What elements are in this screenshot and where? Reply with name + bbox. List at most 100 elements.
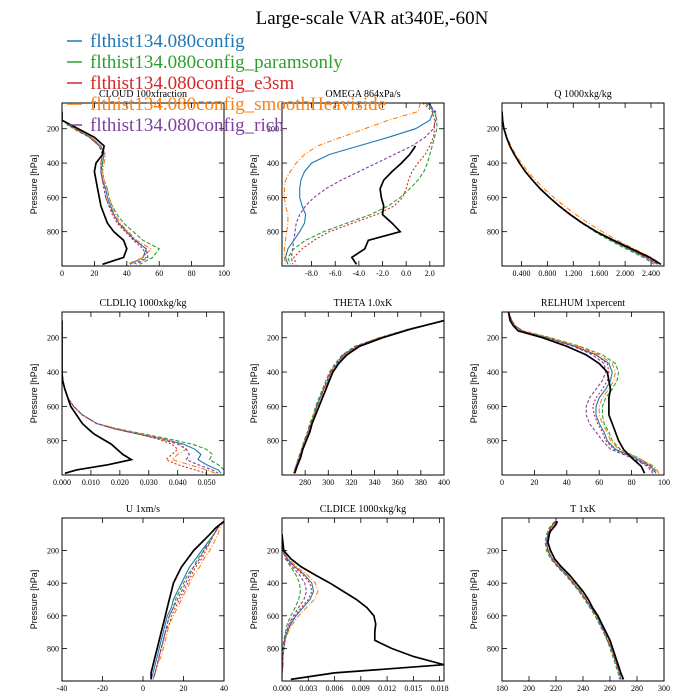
panel-cloud-title: CLOUD 100xfraction xyxy=(99,89,187,100)
panel-t-line-flthist134-080config xyxy=(545,520,622,680)
panel-t-line-obs xyxy=(547,520,625,680)
panel-cldliq-title: CLDLIQ 1000xkg/kg xyxy=(100,298,187,309)
panel-q-ytick-label: 400 xyxy=(487,159,499,168)
panel-q: 0.400 0.800 1.200 1.600 2.000 2.400 200 400 600 8… xyxy=(469,89,665,278)
panel-theta-xtick-label: 400 xyxy=(438,478,450,487)
panel-omega-ytick-label: 800 xyxy=(267,228,279,237)
panel-relhum-line-flthist134-080config-e3sm xyxy=(507,312,655,474)
panel-t-xtick-label: 200 xyxy=(523,684,535,693)
panel-theta-frame xyxy=(281,311,445,476)
panel-theta-ytick-label: 600 xyxy=(267,402,279,411)
panel-cloud-xtick-label: 80 xyxy=(188,269,196,278)
panel-u-xtick-label: -20 xyxy=(97,684,108,693)
panel-relhum-ytick-label: 400 xyxy=(487,368,499,377)
panel-relhum-ylabel: Pressure [hPa] xyxy=(469,364,479,424)
panel-q-line-obs xyxy=(502,111,662,266)
panel-cldliq-frame xyxy=(61,311,225,476)
panel-cldice-ytick-label: 400 xyxy=(267,579,279,588)
panel-q-line-flthist134-080config-rich xyxy=(502,111,659,265)
panel-t-ytick-label: 600 xyxy=(487,612,499,621)
panel-t-frame xyxy=(501,517,665,682)
panel-cldliq-line-flthist134-080config-smoothheaviside xyxy=(62,320,216,474)
legend-label: flthist134.080config_e3sm xyxy=(90,73,294,94)
panel-q-line-flthist134-080config-paramsonly xyxy=(502,111,655,265)
panel-cloud-ytick-label: 800 xyxy=(47,228,59,237)
panel-cldice-xtick-label: 0.003 xyxy=(299,684,317,693)
panel-cldliq-ylabel: Pressure [hPa] xyxy=(29,364,39,424)
legend-label: flthist134.080config xyxy=(90,31,245,52)
panel-cldice-xtick-label: 0.000 xyxy=(273,684,291,693)
panel-t-ytick-label: 200 xyxy=(487,547,499,556)
panel-t-xtick-label: 180 xyxy=(496,684,508,693)
panel-q-series xyxy=(502,111,662,266)
panel-cldliq-xtick-label: 0.010 xyxy=(82,478,100,487)
panel-theta-xtick-label: 300 xyxy=(322,478,334,487)
panel-relhum-ytick-label: 600 xyxy=(487,402,499,411)
panel-theta-ytick-label: 800 xyxy=(267,437,279,446)
panel-cloud-frame xyxy=(61,102,225,267)
panel-t-xtick-label: 280 xyxy=(631,684,643,693)
panel-cldice: 0.000 0.003 0.006 0.009 0.012 0.015 0.018 200 40… xyxy=(249,504,449,693)
panel-t-line-flthist134-080config-rich xyxy=(545,520,622,680)
legend-label: flthist134.080config_paramsonly xyxy=(90,52,343,73)
panel-q-xtick-label: 0.400 xyxy=(512,269,530,278)
panel-relhum-xtick-label: 0 xyxy=(500,478,504,487)
panel-cldice-series xyxy=(282,534,444,681)
panel-omega-line-flthist134-080config-paramsonly xyxy=(287,103,438,265)
legend-item-flthist134-080config-smoothheaviside: flthist134.080config_smoothHeaviside xyxy=(67,94,386,115)
panel-cloud-ytick-label: 600 xyxy=(47,193,59,202)
panel-q-line-flthist134-080config xyxy=(502,111,658,265)
legend: flthist134.080configflthist134.080config… xyxy=(67,31,386,136)
panel-cldice-line-flthist134-080config-rich xyxy=(282,534,308,680)
panel-relhum-line-obs xyxy=(507,312,646,474)
panel-u-line-flthist134-080config-paramsonly xyxy=(152,520,224,680)
panel-u-xtick-label: -40 xyxy=(57,684,68,693)
panel-t-series xyxy=(544,520,625,680)
panel-q-ytick-label: 200 xyxy=(487,125,499,134)
panel-cldice-line-flthist134-080config-paramsonly xyxy=(282,534,301,680)
panel-cloud-xtick-label: 20 xyxy=(90,269,98,278)
panel-theta-ylabel: Pressure [hPa] xyxy=(249,364,259,424)
panel-cldliq: 0.000 0.010 0.020 0.030 0.040 0.050 200 400 600 8… xyxy=(29,298,225,487)
panel-t-ytick-label: 400 xyxy=(487,579,499,588)
panel-u-xtick-label: 0 xyxy=(141,684,145,693)
panel-theta-line-obs xyxy=(293,319,444,474)
panel-q-xtick-label: 1.200 xyxy=(564,269,582,278)
panel-cldliq-xtick-label: 0.000 xyxy=(53,478,71,487)
panel-cloud-ytick-label: 200 xyxy=(47,125,59,134)
panel-cldice-xtick-label: 0.018 xyxy=(431,684,449,693)
panel-q-xtick-label: 2.400 xyxy=(642,269,660,278)
panel-u-line-flthist134-080config-e3sm xyxy=(152,520,224,680)
panel-t-xtick-label: 220 xyxy=(550,684,562,693)
panel-cldliq-xtick-label: 0.040 xyxy=(169,478,187,487)
panel-q-line-flthist134-080config-e3sm xyxy=(502,111,658,265)
panel-omega-ylabel: Pressure [hPa] xyxy=(249,155,259,215)
panel-cldice-ytick-label: 200 xyxy=(267,547,279,556)
panel-omega-line-flthist134-080config-smoothheaviside xyxy=(283,103,421,265)
panel-relhum-ytick-label: 200 xyxy=(487,334,499,343)
panel-omega-xtick-label: -4.0 xyxy=(353,269,366,278)
panel-cldliq-ytick-label: 200 xyxy=(47,334,59,343)
panel-relhum-xtick-label: 20 xyxy=(530,478,538,487)
panel-q-ytick-label: 600 xyxy=(487,193,499,202)
panel-u-ylabel: Pressure [hPa] xyxy=(29,570,39,630)
panel-theta-series xyxy=(293,319,444,474)
panel-theta-xtick-label: 340 xyxy=(369,478,381,487)
legend-item-flthist134-080config-paramsonly: flthist134.080config_paramsonly xyxy=(67,52,343,73)
panel-relhum-title: RELHUM 1xpercent xyxy=(541,298,625,309)
panel-cloud-xtick-label: 0 xyxy=(60,269,64,278)
panel-t-xtick-label: 240 xyxy=(577,684,589,693)
panel-t-line-flthist134-080config-smoothheaviside xyxy=(547,520,623,680)
panel-omega-ytick-label: 200 xyxy=(267,125,279,134)
panel-omega-frame xyxy=(281,102,445,267)
panel-relhum-line-flthist134-080config-smoothheaviside xyxy=(507,312,660,474)
panel-cldice-xtick-label: 0.009 xyxy=(352,684,370,693)
panel-omega-xtick-label: -2.0 xyxy=(376,269,389,278)
panel-omega: -8.0 -6.0 -4.0 -2.0 0.0 2.0 200 400 600 800 Pressu… xyxy=(249,89,445,278)
panel-cldice-line-flthist134-080config-smoothheaviside xyxy=(282,534,319,680)
panel-u-ytick-label: 400 xyxy=(47,579,59,588)
panel-omega-line-obs xyxy=(350,145,417,265)
panel-relhum-line-flthist134-080config-paramsonly xyxy=(507,312,658,474)
panel-omega-title: OMEGA 864xPa/s xyxy=(325,89,400,100)
